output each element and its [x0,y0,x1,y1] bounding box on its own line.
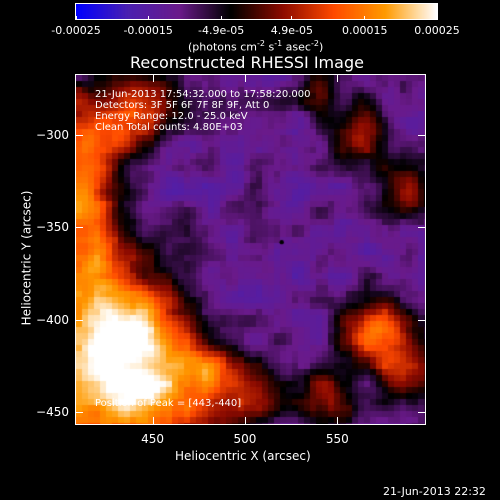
y-tick-label: −400 [36,312,69,327]
info-time-range: 21-Jun-2013 17:54:32.000 to 17:58:20.000 [95,89,311,100]
colorbar-tick [364,16,366,20]
info-peak-position: Position of Peak = [443,-440] [95,398,242,409]
y-tick-label: −300 [36,127,69,142]
x-axis-label: Heliocentric X (arcsec) [175,449,311,463]
colorbar-tick [291,16,293,20]
colorbar-tick-label: -0.00025 [51,24,101,37]
x-tick-label: 500 [233,432,257,446]
info-detectors: Detectors: 3F 5F 6F 7F 8F 9F, Att 0 [95,100,270,111]
colorbar-tick-label: -0.00015 [123,24,173,37]
plot-title: Reconstructed RHESSI Image [130,53,364,72]
y-axis-label: Heliocentric Y (arcsec) [19,190,34,326]
colorbar-tick [147,16,149,20]
colorbar [75,3,438,20]
colorbar-tick-label: -4.9e-05 [198,24,245,37]
colorbar-tick [436,16,438,20]
x-tick-label: 450 [141,432,165,446]
colorbar-tick-label: 0.00025 [414,24,460,37]
image-map [75,74,426,425]
colorbar-tick-label: 4.9e-05 [270,24,313,37]
y-tick-label: −350 [36,220,69,235]
heatmap-canvas [76,75,425,424]
colorbar-ticks: -0.00025 -0.00015 -4.9e-05 4.9e-05 0.00015 0.… [0,0,500,40]
colorbar-tick-label: 0.00015 [342,24,388,37]
info-energy-range: Energy Range: 12.0 - 25.0 keV [95,111,248,122]
x-tick-label: 550 [325,432,349,446]
y-tick-label: −450 [36,405,69,420]
colorbar-tick [75,16,77,20]
colorbar-gradient [76,4,437,19]
info-clean: Clean Total counts: 4.80E+03 [95,122,243,133]
colorbar-unit-label: (photons cm-2 s-1 asec-2) [188,39,324,54]
footer-timestamp: 21-Jun-2013 22:32 [383,485,486,498]
colorbar-tick [220,16,222,20]
